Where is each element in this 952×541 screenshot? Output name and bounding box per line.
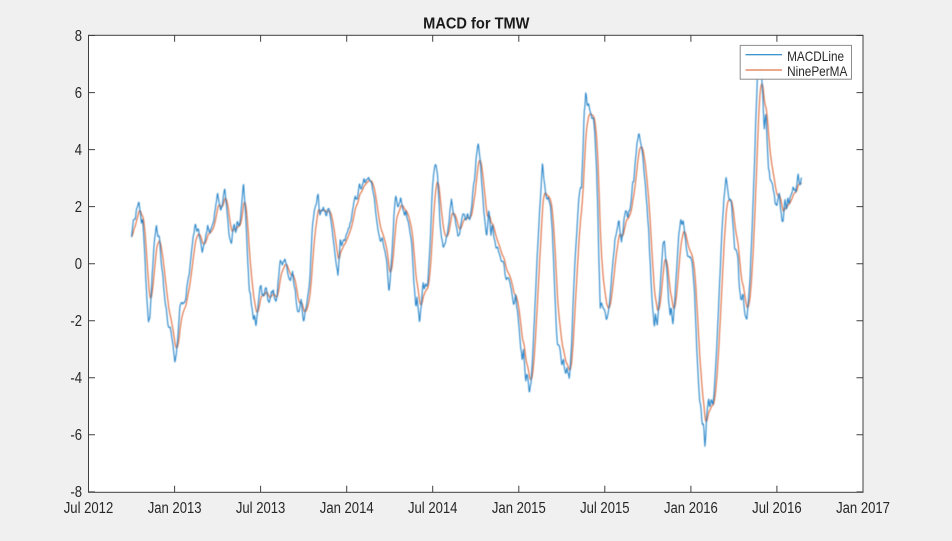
svg-text:MACD for TMW: MACD for TMW [423, 15, 530, 32]
svg-text:Jul 2013: Jul 2013 [236, 500, 286, 517]
svg-text:-4: -4 [70, 370, 82, 387]
svg-text:Jul 2014: Jul 2014 [408, 500, 458, 517]
svg-text:-8: -8 [70, 484, 82, 501]
svg-text:4: 4 [75, 142, 82, 159]
svg-text:Jan 2016: Jan 2016 [664, 500, 718, 517]
svg-text:Jul 2015: Jul 2015 [580, 500, 630, 517]
svg-text:NinePerMA: NinePerMA [787, 65, 848, 80]
svg-text:Jul 2012: Jul 2012 [64, 500, 114, 517]
svg-text:Jul 2016: Jul 2016 [752, 500, 802, 517]
svg-text:0: 0 [75, 256, 82, 273]
svg-text:-2: -2 [70, 313, 82, 330]
svg-text:2: 2 [75, 199, 82, 216]
svg-text:Jan 2017: Jan 2017 [836, 500, 890, 517]
svg-text:Jan 2015: Jan 2015 [492, 500, 546, 517]
svg-text:8: 8 [75, 28, 82, 45]
svg-text:Jan 2014: Jan 2014 [320, 500, 374, 517]
svg-text:Jan 2013: Jan 2013 [148, 500, 202, 517]
svg-text:6: 6 [75, 85, 82, 102]
svg-text:-6: -6 [70, 427, 82, 444]
svg-text:MACDLine: MACDLine [787, 49, 844, 64]
